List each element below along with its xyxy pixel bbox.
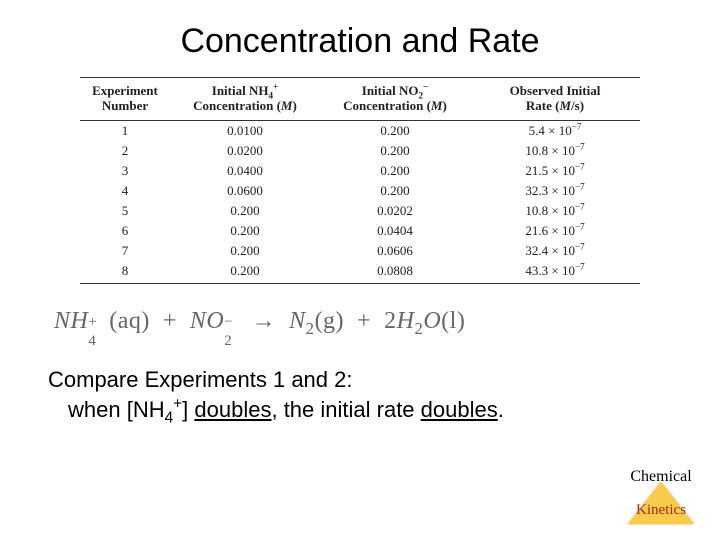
cell-nh4: 0.200: [170, 201, 320, 221]
table-row: 40.06000.20032.3 × 10−7: [80, 181, 640, 201]
cell-nh4: 0.0100: [170, 120, 320, 141]
cell-no2: 0.0202: [320, 201, 470, 221]
cell-exp: 2: [80, 141, 170, 161]
table-body: 10.01000.2005.4 × 10−720.02000.20010.8 ×…: [80, 120, 640, 283]
col-header-rate: Observed Initial Rate (M/s): [470, 78, 640, 121]
cell-exp: 7: [80, 241, 170, 261]
cell-rate: 5.4 × 10−7: [470, 120, 640, 141]
cell-no2: 0.0404: [320, 221, 470, 241]
cell-nh4: 0.0400: [170, 161, 320, 181]
cell-no2: 0.0808: [320, 261, 470, 284]
cell-exp: 5: [80, 201, 170, 221]
cell-nh4: 0.200: [170, 241, 320, 261]
cell-rate: 32.3 × 10−7: [470, 181, 640, 201]
cell-rate: 10.8 × 10−7: [470, 201, 640, 221]
cell-no2: 0.200: [320, 161, 470, 181]
cell-exp: 8: [80, 261, 170, 284]
col-header-experiment: Experiment Number: [80, 78, 170, 121]
explanation-text: Compare Experiments 1 and 2: when [NH4+]…: [48, 365, 672, 424]
col-header-nh4: Initial NH4+ Concentration (M): [170, 78, 320, 121]
cell-rate: 21.5 × 10−7: [470, 161, 640, 181]
cell-nh4: 0.200: [170, 261, 320, 284]
rate-table-container: Experiment Number Initial NH4+ Concentra…: [80, 77, 640, 284]
cell-exp: 3: [80, 161, 170, 181]
table-row: 70.2000.060632.4 × 10−7: [80, 241, 640, 261]
text-line-1: Compare Experiments 1 and 2:: [48, 367, 353, 392]
cell-rate: 32.4 × 10−7: [470, 241, 640, 261]
cell-no2: 0.0606: [320, 241, 470, 261]
cell-no2: 0.200: [320, 181, 470, 201]
slide: Concentration and Rate Experiment Number…: [0, 0, 720, 540]
table-row: 10.01000.2005.4 × 10−7: [80, 120, 640, 141]
cell-nh4: 0.200: [170, 221, 320, 241]
cell-nh4: 0.0600: [170, 181, 320, 201]
cell-no2: 0.200: [320, 120, 470, 141]
triangle-icon: Kinetics: [626, 482, 696, 526]
cell-exp: 1: [80, 120, 170, 141]
reaction-equation: NH+4 (aq) + NO−2 → N2(g) + 2H2O(l): [54, 308, 672, 335]
table-row: 80.2000.080843.3 × 10−7: [80, 261, 640, 284]
table-row: 30.04000.20021.5 × 10−7: [80, 161, 640, 181]
cell-rate: 43.3 × 10−7: [470, 261, 640, 284]
cell-no2: 0.200: [320, 141, 470, 161]
text-line-2: when [NH4+] doubles, the initial rate do…: [48, 395, 672, 425]
cell-rate: 21.6 × 10−7: [470, 221, 640, 241]
cell-exp: 4: [80, 181, 170, 201]
col-header-no2: Initial NO2− Concentration (M): [320, 78, 470, 121]
rate-data-table: Experiment Number Initial NH4+ Concentra…: [80, 77, 640, 284]
table-row: 20.02000.20010.8 × 10−7: [80, 141, 640, 161]
badge-bottom-label: Kinetics: [626, 502, 696, 519]
table-row: 60.2000.040421.6 × 10−7: [80, 221, 640, 241]
table-row: 50.2000.020210.8 × 10−7: [80, 201, 640, 221]
cell-rate: 10.8 × 10−7: [470, 141, 640, 161]
page-title: Concentration and Rate: [48, 22, 672, 61]
footer-badge: Chemical Kinetics: [626, 464, 696, 526]
cell-exp: 6: [80, 221, 170, 241]
cell-nh4: 0.0200: [170, 141, 320, 161]
